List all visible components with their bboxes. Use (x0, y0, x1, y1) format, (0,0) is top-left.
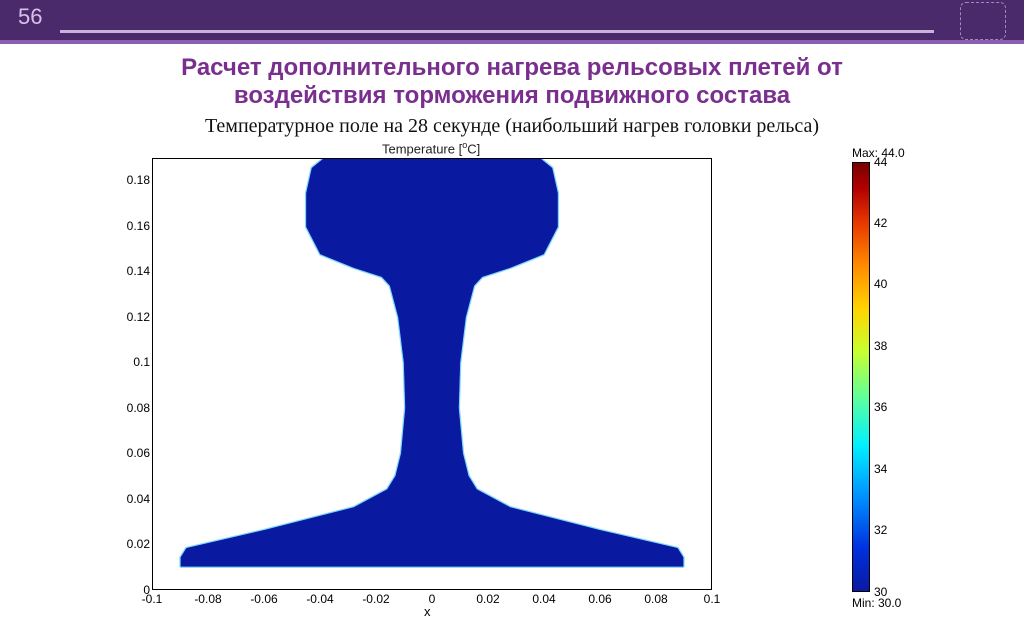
x-tick-label: -0.04 (300, 592, 340, 606)
colorbar-tick-label: 36 (874, 400, 887, 414)
x-tick-label: -0.1 (132, 592, 172, 606)
x-tick-label: 0.1 (692, 592, 732, 606)
x-tick-label: 0 (412, 592, 452, 606)
x-tick-label: 0.04 (524, 592, 564, 606)
colorbar-tick-label: 42 (874, 216, 887, 230)
x-tick-label: 0.08 (636, 592, 676, 606)
logo-placeholder (960, 2, 1006, 40)
plot-title: Temperature [oC] (382, 140, 480, 156)
slide-title: Расчет дополнительного нагрева рельсовых… (22, 54, 1002, 111)
y-tick-label: 0.18 (110, 173, 150, 187)
header-rule (60, 30, 934, 33)
colorbar (852, 162, 870, 592)
slide-body: Расчет дополнительного нагрева рельсовых… (0, 44, 1024, 610)
colorbar-tick-label: 38 (874, 339, 887, 353)
rail-heatmap-svg (153, 159, 711, 589)
x-tick-label: 0.02 (468, 592, 508, 606)
y-tick-label: 0.04 (110, 492, 150, 506)
colorbar-tick-label: 32 (874, 523, 887, 537)
x-tick-label: -0.08 (188, 592, 228, 606)
y-tick-label: 0.02 (110, 537, 150, 551)
temperature-figure: Temperature [oC] x Max: 44.0 Min: 30.0 0… (72, 140, 952, 610)
title-line-1: Расчет дополнительного нагрева рельсовых… (181, 54, 843, 81)
page-number: 56 (18, 4, 42, 30)
title-line-2: воздействия торможения подвижного состав… (234, 82, 790, 109)
x-tick-label: -0.02 (356, 592, 396, 606)
y-tick-label: 0.14 (110, 264, 150, 278)
slide-subtitle: Температурное поле на 28 секунде (наибол… (22, 115, 1002, 138)
slide-header-bar: 56 (0, 0, 1024, 44)
y-tick-label: 0.12 (110, 310, 150, 324)
colorbar-tick-label: 44 (874, 155, 887, 169)
x-tick-label: 0.06 (580, 592, 620, 606)
colorbar-tick-label: 40 (874, 277, 887, 291)
plot-axes (152, 158, 712, 590)
y-tick-label: 0.06 (110, 446, 150, 460)
colorbar-tick-label: 34 (874, 462, 887, 476)
x-tick-label: -0.06 (244, 592, 284, 606)
y-tick-label: 0.16 (110, 219, 150, 233)
colorbar-tick-label: 30 (874, 585, 887, 599)
y-tick-label: 0.1 (110, 355, 150, 369)
y-tick-label: 0.08 (110, 401, 150, 415)
x-axis-label: x (424, 604, 431, 619)
